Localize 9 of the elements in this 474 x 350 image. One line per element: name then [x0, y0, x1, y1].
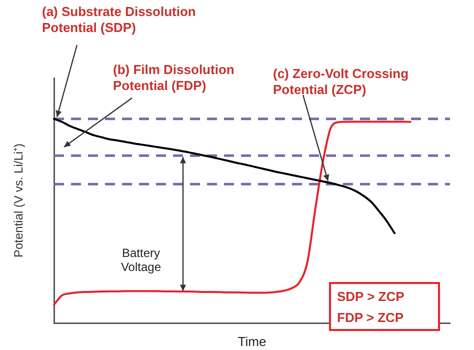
y-axis-title: Potential (V vs. Li/Li⁺): [12, 143, 26, 258]
text: (a) Substrate Dissolution Potential (SDP): [42, 4, 197, 36]
annotation: SDP > ZCP: [336, 289, 406, 305]
text-box: SDP > ZCP FDP > ZCP: [329, 282, 440, 331]
text: (c) Zero-Volt Crossing Potential (ZCP): [273, 66, 410, 98]
text: (b) Film Dissolution Potential (FDP): [113, 62, 236, 94]
annotation: Battery Voltage: [120, 246, 162, 274]
annotation: FDP > ZCP: [336, 310, 405, 326]
x-axis-title: Time: [238, 334, 266, 349]
